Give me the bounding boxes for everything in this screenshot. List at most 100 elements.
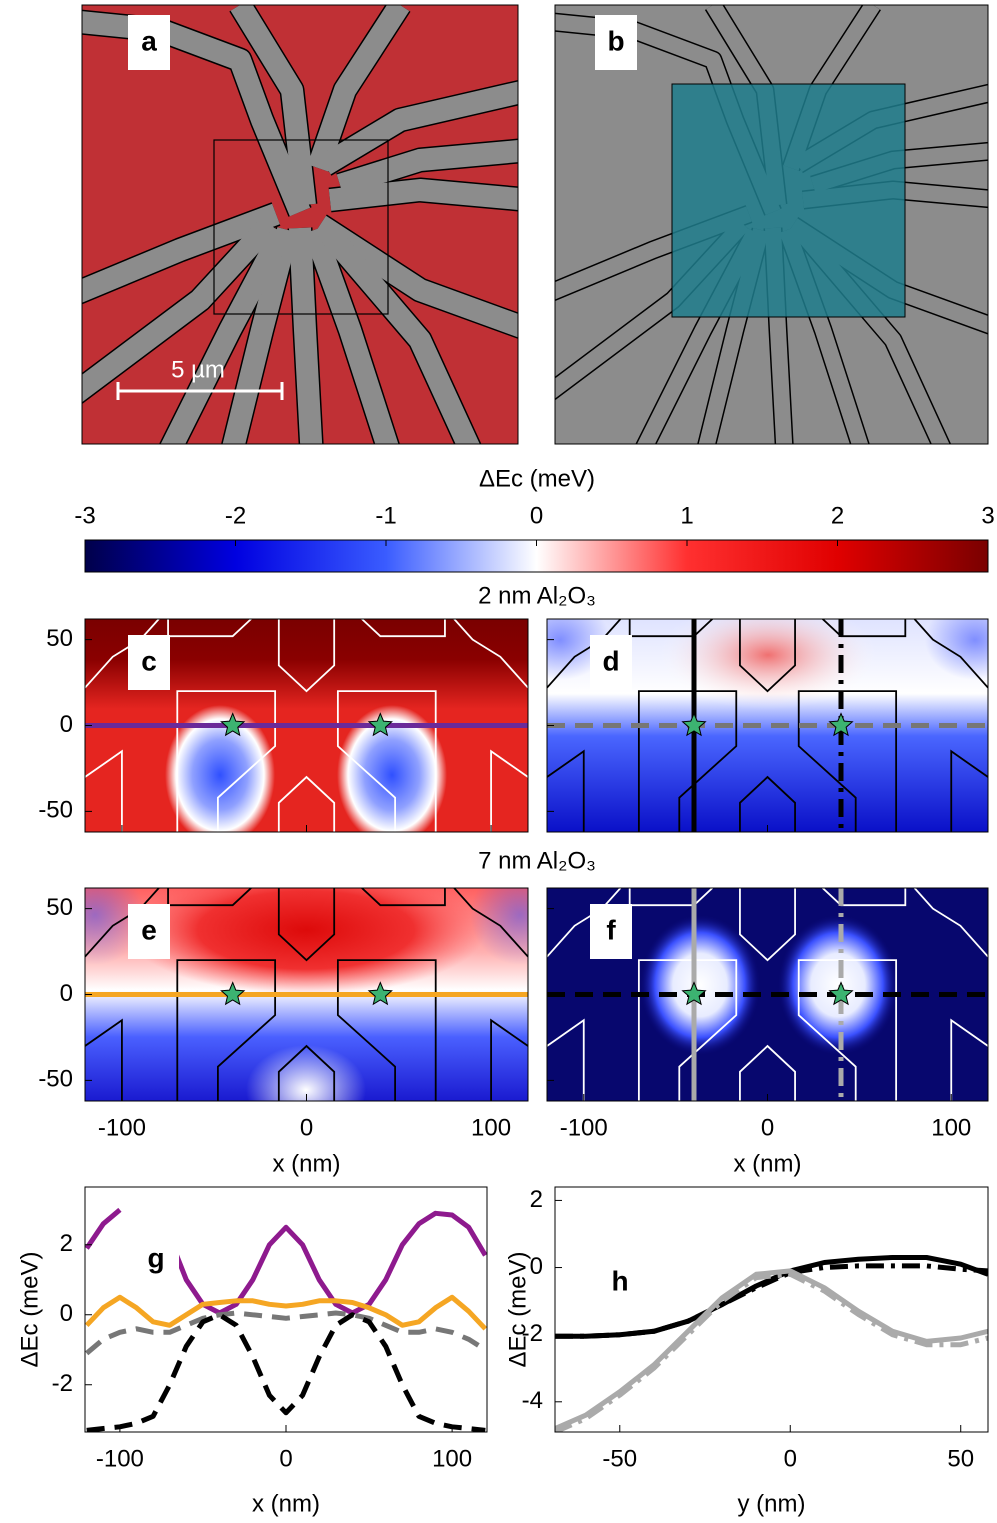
gate-outline (913, 619, 988, 689)
gate (307, 5, 410, 172)
gate-outline (176, 959, 277, 1101)
star-marker (828, 712, 854, 737)
y-tick-label: 50 (46, 894, 73, 921)
x-axis-label: x (nm) (252, 1490, 320, 1517)
colorbar-tick-label: -1 (375, 502, 396, 529)
zoom-box (213, 139, 389, 315)
panel-label: a (141, 25, 157, 56)
x-axis-label: y (nm) (738, 1490, 806, 1517)
map-d (547, 619, 988, 832)
gate-outline (547, 888, 622, 958)
gate-outline (547, 749, 585, 832)
colorbar-tick-label: 0 (530, 502, 543, 529)
star-marker (367, 981, 393, 1006)
gate-outline (176, 690, 277, 832)
gate (303, 226, 399, 444)
label-box (128, 635, 170, 690)
x-tick-label: -100 (560, 1114, 608, 1141)
gate-outline (739, 775, 796, 832)
field (925, 619, 988, 680)
gate-outline (490, 749, 528, 832)
gate-outline (739, 619, 796, 693)
label-box (590, 635, 632, 690)
device-a (82, 5, 518, 444)
gate-outline (547, 619, 622, 689)
gate (317, 222, 480, 444)
field (470, 888, 528, 965)
gate-outline (336, 690, 437, 832)
gate-outline (277, 619, 336, 693)
gate-outline (490, 1018, 528, 1101)
gate-outline (85, 749, 123, 832)
data-line (555, 1271, 988, 1432)
y-tick-label: 0 (530, 1253, 543, 1280)
gate-outline (361, 619, 446, 638)
gate-outline (85, 888, 160, 958)
gate-outline (950, 1018, 988, 1101)
field (337, 705, 447, 832)
star-marker (220, 712, 246, 737)
gate-outline (913, 888, 988, 958)
gate (289, 227, 323, 444)
star-marker (828, 981, 854, 1006)
row-title: 7 nm Al₂O₃ (478, 847, 596, 874)
frame (84, 1186, 488, 1433)
star-marker (367, 712, 393, 737)
gate-outline (637, 959, 738, 1101)
gate-outline (628, 888, 713, 907)
field (246, 1045, 366, 1101)
y-tick-label: -4 (522, 1387, 543, 1414)
field (658, 619, 878, 710)
gate-outline (637, 690, 738, 832)
y-tick-label: -50 (38, 797, 73, 824)
colorbar-tick-label: 2 (831, 502, 844, 529)
panel-label: h (611, 1265, 628, 1296)
gate-outline (628, 619, 713, 638)
gate-outline (797, 959, 898, 1101)
colorbar-tick-label: 1 (680, 502, 693, 529)
gate-outline (453, 888, 528, 958)
row-title: 2 nm Al₂O₃ (478, 582, 596, 609)
x-tick-label: 100 (931, 1114, 971, 1141)
field (126, 888, 486, 995)
gate-outline (739, 888, 796, 962)
colorbar-tick-label: 3 (981, 502, 994, 529)
gate (82, 203, 280, 303)
label-box (595, 15, 637, 70)
gate-outline (277, 775, 336, 832)
y-tick-label: 0 (60, 711, 73, 738)
frame (554, 1186, 989, 1433)
x-tick-label: 0 (784, 1445, 797, 1472)
gate (82, 216, 279, 403)
gate-outline (361, 888, 446, 907)
x-tick-label: -50 (602, 1445, 637, 1472)
y-tick-label: -2 (52, 1370, 73, 1397)
field (165, 705, 275, 832)
gate-outline (822, 619, 907, 638)
x-tick-label: 100 (432, 1445, 472, 1472)
gate-outline (277, 888, 336, 962)
gate (328, 179, 518, 211)
colorbar-tick-label: -2 (225, 502, 246, 529)
data-line (85, 1294, 487, 1331)
field (778, 915, 898, 1055)
colorbar-title: ΔEc (meV) (479, 465, 595, 492)
map-c (85, 619, 528, 832)
simulation-region (671, 83, 906, 318)
y-tick-label: 2 (530, 1186, 543, 1213)
data-line (555, 1263, 988, 1339)
gate-outline (336, 959, 437, 1101)
panel-label: g (147, 1242, 164, 1273)
gate-outline (85, 1018, 123, 1101)
y-tick-label: -2 (522, 1320, 543, 1347)
gate-outline (167, 619, 252, 638)
gate (319, 81, 518, 175)
y-tick-label: 2 (60, 1230, 73, 1257)
panel-label: e (141, 914, 157, 945)
label-box (590, 904, 632, 959)
data-line (555, 1268, 988, 1431)
x-axis-label: x (nm) (734, 1150, 802, 1177)
gate (222, 227, 299, 444)
gate-outline (547, 1018, 585, 1101)
